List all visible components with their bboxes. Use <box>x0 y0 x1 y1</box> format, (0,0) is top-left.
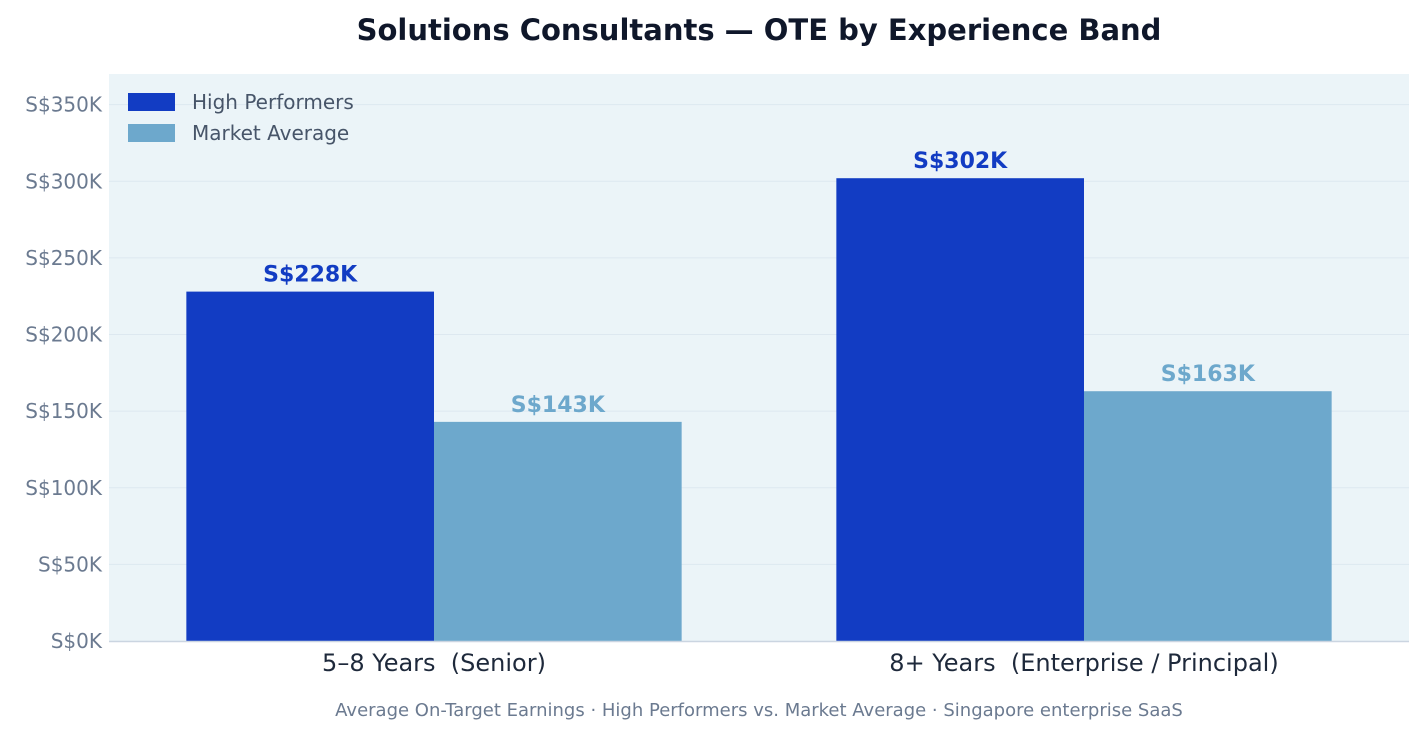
bar-data-labels: S$228K S$143K S$302K S$163K <box>263 149 1256 418</box>
y-tick-label: S$300K <box>25 169 103 193</box>
bar-market-average-1 <box>1084 391 1332 641</box>
bar-data-label: S$302K <box>913 149 1008 174</box>
legend-label: Market Average <box>192 121 349 145</box>
bar-high-performers-1 <box>836 178 1084 642</box>
y-tick-label: S$200K <box>25 323 103 347</box>
bar-high-performers-0 <box>186 291 434 641</box>
y-tick-label: S$250K <box>25 246 103 270</box>
x-tick-label: 8+ Years (Enterprise / Principal) <box>889 649 1278 677</box>
y-tick-label: S$350K <box>25 93 103 117</box>
legend: High Performers Market Average <box>128 90 354 145</box>
legend-swatch <box>128 124 175 142</box>
chart-caption: Average On-Target Earnings · High Perfor… <box>335 700 1183 721</box>
bar-data-label: S$228K <box>263 263 358 288</box>
chart-title: Solutions Consultants — OTE by Experienc… <box>357 13 1162 47</box>
bar-data-label: S$163K <box>1161 362 1256 387</box>
y-tick-label: S$0K <box>51 629 103 653</box>
legend-label: High Performers <box>192 90 354 114</box>
bars <box>186 178 1332 642</box>
y-tick-label: S$100K <box>25 476 103 500</box>
x-axis-ticks: 5–8 Years (Senior) 8+ Years (Enterprise /… <box>322 649 1279 677</box>
y-tick-label: S$50K <box>38 552 103 576</box>
bar-market-average-0 <box>434 421 682 641</box>
legend-swatch <box>128 93 175 111</box>
y-axis-ticks: S$0K S$50K S$100K S$150K S$200K S$250K S$300K S… <box>25 93 103 653</box>
y-tick-label: S$150K <box>25 399 103 423</box>
bar-data-label: S$143K <box>511 393 606 418</box>
x-tick-label: 5–8 Years (Senior) <box>322 649 546 677</box>
